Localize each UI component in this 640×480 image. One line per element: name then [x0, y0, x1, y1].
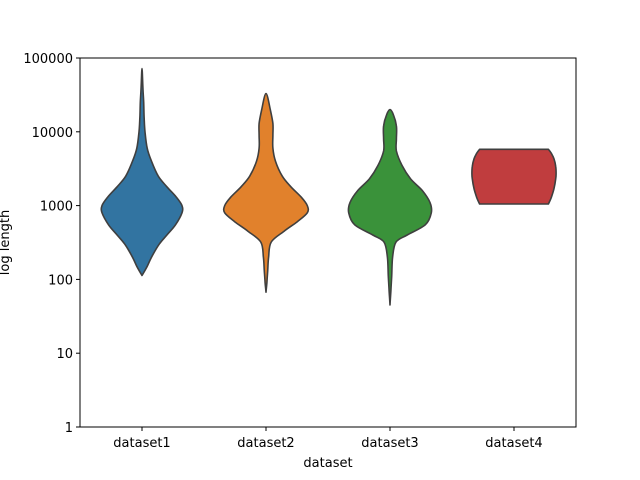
x-tick-label-dataset1: dataset1: [113, 436, 170, 451]
violins-group: [100, 67, 557, 306]
x-tick-label-dataset4: dataset4: [485, 436, 542, 451]
y-axis-label: log length: [0, 210, 13, 275]
y-axis: 1 10 100 1000 10000 100000: [23, 52, 80, 436]
violin-dataset2: [222, 92, 310, 293]
x-axis: dataset1 dataset2 dataset3 dataset4: [113, 427, 543, 451]
y-tick-label: 100000: [23, 52, 73, 67]
x-axis-label: dataset: [303, 456, 352, 471]
y-tick-label: 1: [65, 421, 73, 436]
y-tick-label: 10000: [32, 126, 73, 141]
y-tick-label: 100: [48, 273, 73, 288]
y-tick-label: 10: [56, 347, 73, 362]
y-tick-label: 1000: [40, 200, 73, 215]
violin-dataset4: [471, 148, 557, 205]
violin-dataset1: [100, 67, 184, 277]
plot-frame: [79, 57, 577, 428]
violin-dataset3: [347, 108, 433, 306]
x-tick-label-dataset3: dataset3: [361, 436, 418, 451]
x-tick-label-dataset2: dataset2: [237, 436, 294, 451]
